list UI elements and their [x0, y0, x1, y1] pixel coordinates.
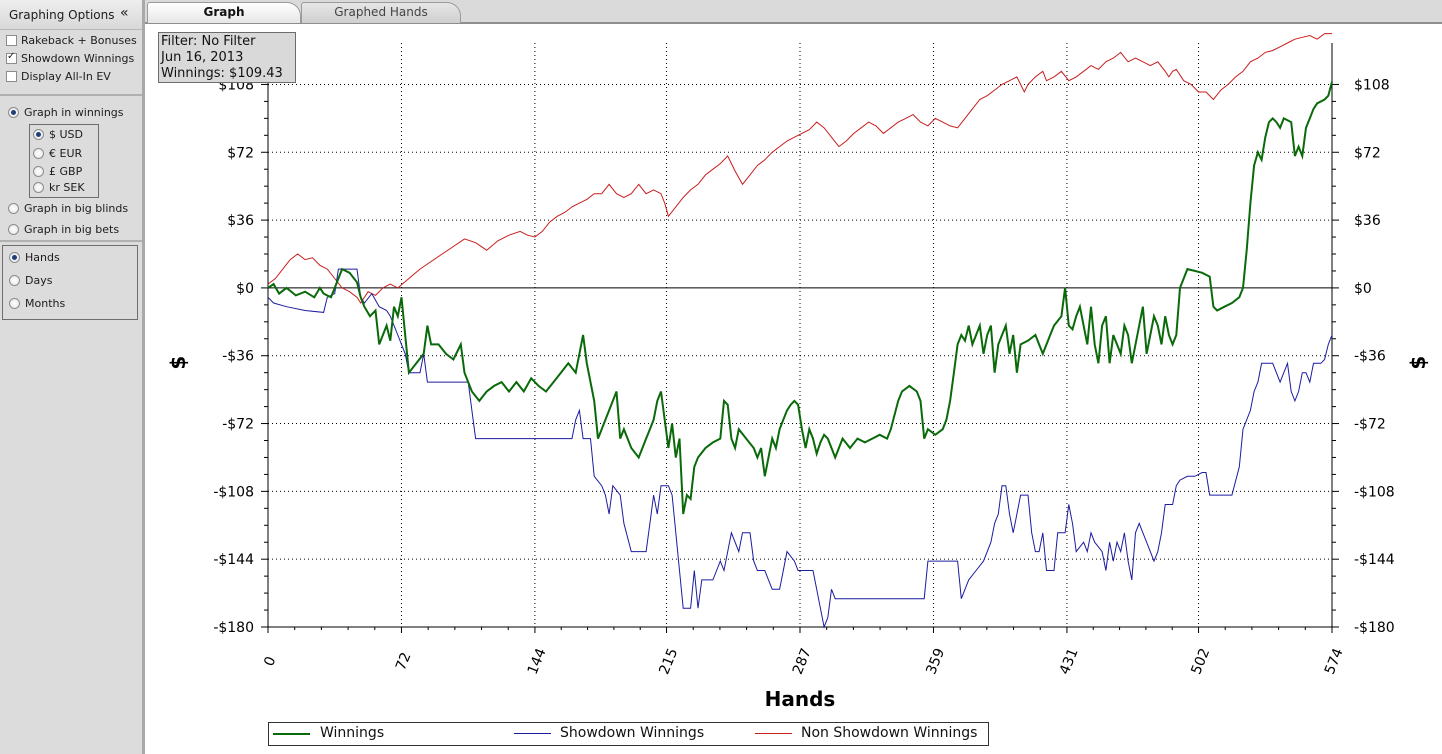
x-tick-label: 144 — [525, 646, 550, 677]
tab-strip: Graph Graphed Hands — [145, 0, 1442, 24]
legend-label-winnings: Winnings — [320, 725, 385, 741]
x-unit-months-radio[interactable]: Months — [9, 297, 65, 310]
radio-label: Days — [25, 274, 53, 287]
graph-area: 0 72 144 215 287 359 431 502 574 $108 $108 $72 $72 $3… — [147, 26, 1442, 754]
y-tick-label-left: -$108 — [213, 484, 254, 500]
y-tick-label-left: $36 — [227, 213, 254, 229]
x-tick-label: 574 — [1322, 646, 1347, 677]
showdown-winnings-checkbox[interactable]: Showdown Winnings — [6, 51, 135, 65]
radio-label: Hands — [25, 251, 60, 264]
y-axis-title-right: $ — [1406, 356, 1430, 370]
y-tick-label-left: -$180 — [213, 620, 254, 636]
legend-swatch-winnings — [273, 733, 310, 735]
rakeback-bonuses-checkbox[interactable]: Rakeback + Bonuses — [6, 34, 137, 47]
checkbox-box[interactable] — [6, 51, 17, 64]
radio-label: € EUR — [49, 147, 83, 160]
graph-in-winnings-radio[interactable]: Graph in winnings — [8, 106, 124, 119]
radio-label: Graph in big bets — [24, 223, 120, 236]
graphing-options-panel: Graphing Options « Rakeback + Bonuses Sh… — [0, 0, 145, 754]
divider — [0, 240, 142, 242]
y-tick-label-right: $72 — [1354, 145, 1381, 161]
legend-swatch-non-showdown — [755, 733, 792, 734]
x-tick-label: 72 — [393, 650, 415, 673]
legend-swatch-showdown — [514, 733, 551, 734]
radio-button[interactable] — [8, 107, 19, 118]
y-tick-label-left: -$36 — [222, 349, 254, 365]
radio-button[interactable] — [8, 224, 19, 235]
x-unit-days-radio[interactable]: Days — [9, 274, 52, 287]
winnings-chart: 0 72 144 215 287 359 431 502 574$108 $108$72 $72$3… — [166, 33, 1430, 711]
y-tick-label-left: $72 — [227, 145, 254, 161]
radio-label: Months — [25, 297, 66, 310]
y-tick-label-left: -$144 — [213, 552, 254, 568]
radio-button[interactable] — [33, 148, 44, 159]
radio-label: $ USD — [49, 128, 83, 141]
x-tick-label: 287 — [790, 646, 815, 677]
x-unit-hands-radio[interactable]: Hands — [9, 251, 60, 264]
radio-button[interactable] — [33, 166, 44, 177]
radio-button[interactable] — [9, 252, 20, 263]
x-tick-label: 359 — [923, 646, 948, 677]
y-tick-label-right: $0 — [1354, 281, 1372, 297]
radio-button[interactable] — [9, 298, 20, 309]
series-line-winnings — [267, 81, 1333, 515]
radio-button[interactable] — [8, 203, 19, 214]
series-line-showdown-winnings — [267, 268, 1333, 629]
y-tick-label-right: $36 — [1354, 213, 1381, 229]
panel-header: Graphing Options « — [0, 0, 142, 30]
checkbox-box[interactable] — [6, 35, 17, 46]
checkbox-label: Showdown Winnings — [21, 52, 135, 65]
x-tick-label: 502 — [1188, 646, 1213, 677]
tab-graphed-hands[interactable]: Graphed Hands — [301, 2, 461, 23]
y-axis-title-left: $ — [166, 356, 190, 370]
currency-group: $ USD € EUR £ GBP kr SEK — [29, 124, 99, 198]
radio-button[interactable] — [33, 182, 44, 193]
collapse-panel-icon[interactable]: « — [120, 5, 129, 21]
x-tick-label: 215 — [656, 646, 681, 677]
y-tick-label-right: -$144 — [1354, 552, 1395, 568]
x-axis-title: Hands — [765, 687, 836, 711]
radio-label: Graph in big blinds — [24, 202, 129, 215]
tooltip-date: Jun 16, 2013 — [161, 50, 244, 65]
display-all-in-ev-checkbox[interactable]: Display All-In EV — [6, 70, 111, 83]
radio-button[interactable] — [9, 275, 20, 286]
hover-tooltip: Filter: No Filter Jun 16, 2013 Winnings:… — [158, 32, 296, 83]
y-tick-label-right: -$108 — [1354, 484, 1395, 500]
currency-eur-radio[interactable]: € EUR — [33, 147, 82, 160]
radio-button[interactable] — [33, 129, 44, 140]
chart-legend: Winnings Showdown Winnings Non Showdown … — [268, 722, 989, 746]
graph-in-big-blinds-radio[interactable]: Graph in big blinds — [8, 202, 128, 215]
series-line-non-showdown-winnings — [267, 33, 1332, 304]
y-tick-label-left: -$72 — [222, 417, 254, 433]
currency-gbp-radio[interactable]: £ GBP — [33, 165, 82, 178]
currency-usd-radio[interactable]: $ USD — [33, 128, 83, 141]
x-axis-unit-group: Hands Days Months — [2, 245, 138, 320]
tooltip-winnings: Winnings: $109.43 — [161, 66, 283, 81]
radio-label: kr SEK — [49, 181, 85, 194]
y-tick-label-left: $0 — [236, 281, 254, 297]
currency-sek-radio[interactable]: kr SEK — [33, 181, 85, 194]
x-tick-label: 431 — [1057, 646, 1082, 677]
graph-in-big-bets-radio[interactable]: Graph in big bets — [8, 223, 119, 236]
radio-label: £ GBP — [49, 165, 83, 178]
radio-label: Graph in winnings — [24, 106, 124, 119]
legend-label-non-showdown: Non Showdown Winnings — [801, 725, 978, 741]
panel-title: Graphing Options — [9, 8, 115, 22]
y-tick-label-right: -$72 — [1354, 417, 1386, 433]
tab-graph[interactable]: Graph — [147, 2, 301, 23]
legend-label-showdown: Showdown Winnings — [560, 725, 705, 741]
x-tick-label: 0 — [261, 654, 279, 668]
checkbox-label: Rakeback + Bonuses — [21, 34, 137, 47]
y-tick-label-right: -$180 — [1354, 620, 1395, 636]
checkbox-box[interactable] — [6, 71, 17, 82]
divider — [0, 94, 142, 96]
y-tick-label-right: -$36 — [1354, 349, 1386, 365]
tooltip-filter: Filter: No Filter — [161, 34, 256, 49]
y-tick-label-right: $108 — [1354, 77, 1390, 93]
checkbox-label: Display All-In EV — [21, 70, 111, 83]
